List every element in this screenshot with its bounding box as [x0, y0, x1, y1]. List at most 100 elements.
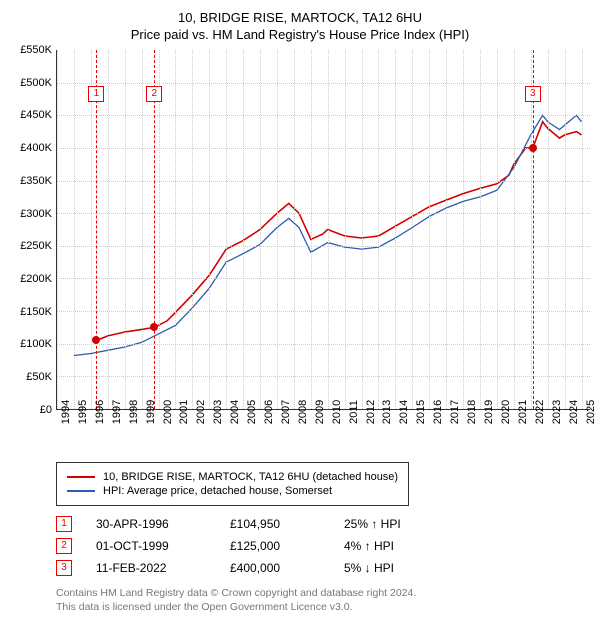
x-tick-label: 2007	[280, 400, 292, 424]
sale-date: 11-FEB-2022	[96, 561, 206, 575]
x-tick-label: 2008	[297, 400, 309, 424]
grid-line-v	[311, 50, 312, 409]
sale-row: 1 30-APR-1996 £104,950 25% ↑ HPI	[56, 516, 590, 532]
grid-line-v	[412, 50, 413, 409]
grid-line-v	[125, 50, 126, 409]
x-tick-label: 2004	[229, 400, 241, 424]
x-tick-label: 1999	[145, 400, 157, 424]
callout-number-box: 2	[146, 86, 162, 102]
callout-line	[154, 50, 155, 409]
x-tick-label: 2003	[212, 400, 224, 424]
footer-line: Contains HM Land Registry data © Crown c…	[56, 586, 590, 600]
grid-line-v	[429, 50, 430, 409]
x-tick-label: 2015	[415, 400, 427, 424]
grid-line-v	[395, 50, 396, 409]
grid-line-v	[175, 50, 176, 409]
grid-line-v	[91, 50, 92, 409]
x-tick-label: 2019	[483, 400, 495, 424]
x-tick-label: 1995	[77, 400, 89, 424]
y-axis: £550K£500K£450K£400K£350K£300K£250K£200K…	[10, 50, 56, 410]
x-tick-label: 2024	[568, 400, 580, 424]
legend-label: HPI: Average price, detached house, Some…	[103, 485, 332, 497]
x-tick-label: 2022	[534, 400, 546, 424]
x-tick-label: 2012	[365, 400, 377, 424]
sale-number-box: 1	[56, 516, 72, 532]
grid-line-v	[463, 50, 464, 409]
callout-line	[96, 50, 97, 409]
x-tick-label: 2009	[314, 400, 326, 424]
grid-line-v	[378, 50, 379, 409]
chart-title-address: 10, BRIDGE RISE, MARTOCK, TA12 6HU	[10, 10, 590, 25]
grid-line-v	[582, 50, 583, 409]
grid-line-v	[565, 50, 566, 409]
x-tick-label: 2018	[466, 400, 478, 424]
sale-delta: 25% ↑ HPI	[344, 517, 434, 531]
grid-line-v	[345, 50, 346, 409]
legend-item: HPI: Average price, detached house, Some…	[67, 485, 398, 497]
sale-marker	[529, 144, 537, 152]
grid-line-v	[108, 50, 109, 409]
grid-line-v	[446, 50, 447, 409]
chart-title-sub: Price paid vs. HM Land Registry's House …	[10, 27, 590, 42]
x-tick-label: 2021	[517, 400, 529, 424]
grid-line-v	[531, 50, 532, 409]
grid-line-h	[57, 246, 590, 247]
legend: 10, BRIDGE RISE, MARTOCK, TA12 6HU (deta…	[56, 462, 409, 506]
line-layer	[57, 50, 590, 409]
x-tick-label: 1998	[128, 400, 140, 424]
grid-line-v	[226, 50, 227, 409]
x-tick-label: 2002	[195, 400, 207, 424]
x-tick-label: 2017	[449, 400, 461, 424]
sale-date: 30-APR-1996	[96, 517, 206, 531]
grid-line-v	[514, 50, 515, 409]
sale-price: £125,000	[230, 539, 320, 553]
x-tick-label: 2013	[381, 400, 393, 424]
grid-line-v	[243, 50, 244, 409]
grid-line-v	[192, 50, 193, 409]
grid-line-v	[57, 50, 58, 409]
grid-line-v	[74, 50, 75, 409]
grid-line-v	[277, 50, 278, 409]
grid-line-v	[328, 50, 329, 409]
x-tick-label: 1997	[111, 400, 123, 424]
x-tick-label: 2006	[263, 400, 275, 424]
legend-item: 10, BRIDGE RISE, MARTOCK, TA12 6HU (deta…	[67, 471, 398, 483]
grid-line-h	[57, 311, 590, 312]
grid-line-h	[57, 344, 590, 345]
sale-price: £400,000	[230, 561, 320, 575]
sale-delta: 5% ↓ HPI	[344, 561, 434, 575]
x-tick-label: 2010	[331, 400, 343, 424]
sales-table: 1 30-APR-1996 £104,950 25% ↑ HPI 2 01-OCT-199…	[56, 516, 590, 576]
grid-line-h	[57, 181, 590, 182]
callout-line	[533, 50, 534, 409]
x-tick-label: 2001	[178, 400, 190, 424]
x-tick-label: 2011	[348, 400, 360, 424]
grid-line-v	[362, 50, 363, 409]
chart-container: 10, BRIDGE RISE, MARTOCK, TA12 6HU Price…	[0, 0, 600, 624]
x-tick-label: 2016	[432, 400, 444, 424]
grid-line-h	[57, 83, 590, 84]
footer-line: This data is licensed under the Open Gov…	[56, 600, 590, 614]
sale-row: 311-FEB-2022£400,0005% ↓ HPI	[56, 560, 590, 576]
x-tick-label: 2000	[162, 400, 174, 424]
x-tick-label: 2020	[500, 400, 512, 424]
x-tick-label: 2025	[585, 400, 597, 424]
legend-swatch	[67, 490, 95, 492]
grid-line-v	[497, 50, 498, 409]
series-line	[96, 122, 581, 341]
grid-line-v	[142, 50, 143, 409]
x-tick-label: 1996	[94, 400, 106, 424]
grid-line-v	[548, 50, 549, 409]
sale-date: 01-OCT-1999	[96, 539, 206, 553]
sale-price: £104,950	[230, 517, 320, 531]
sale-number-box: 2	[56, 538, 72, 554]
grid-line-v	[260, 50, 261, 409]
grid-line-v	[480, 50, 481, 409]
grid-line-h	[57, 278, 590, 279]
grid-line-h	[57, 376, 590, 377]
grid-line-v	[209, 50, 210, 409]
grid-line-v	[294, 50, 295, 409]
grid-line-h	[57, 148, 590, 149]
grid-line-h	[57, 213, 590, 214]
x-tick-label: 2023	[551, 400, 563, 424]
